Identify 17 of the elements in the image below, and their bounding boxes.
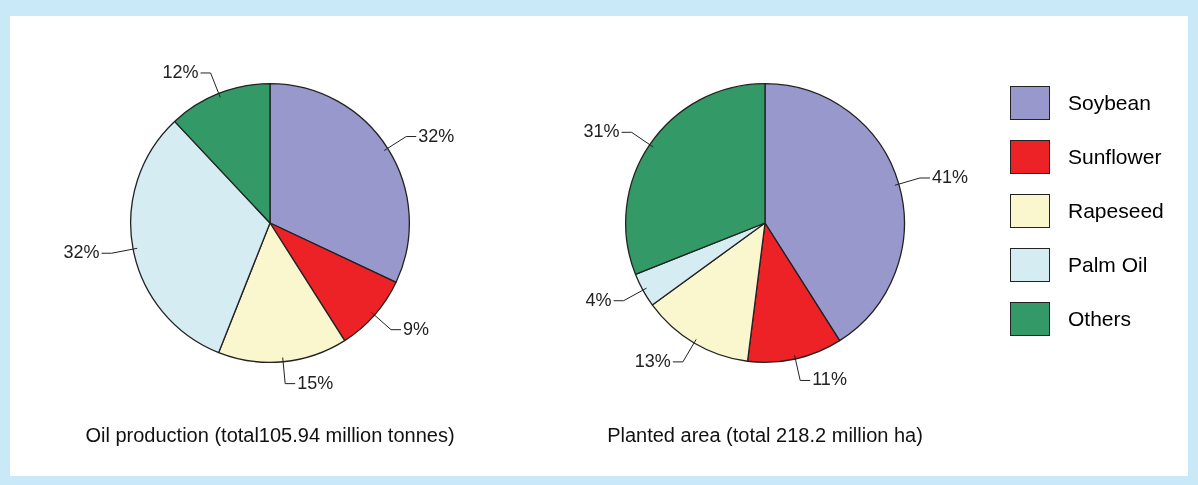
data-label: 4% [585,289,612,310]
legend-label: Others [1068,307,1132,331]
data-label: 9% [403,318,430,339]
legend-label: Sunflower [1068,145,1162,169]
legend-label: Rapeseed [1068,199,1164,223]
data-label: 32% [418,125,455,146]
legend-label: Palm Oil [1068,253,1148,277]
legend-label: Soybean [1068,91,1151,115]
text: Planted area (total 218.2 million ha) [606,424,924,447]
data-label: 41% [931,166,968,187]
text: Oil production (total105.94 million tonnes) [84,424,456,447]
data-label: 12% [162,61,199,82]
data-label: 13% [634,350,671,371]
data-label: 31% [583,121,620,142]
data-label: 32% [63,242,100,263]
data-label: 15% [297,372,334,393]
data-label: 11% [812,369,847,390]
